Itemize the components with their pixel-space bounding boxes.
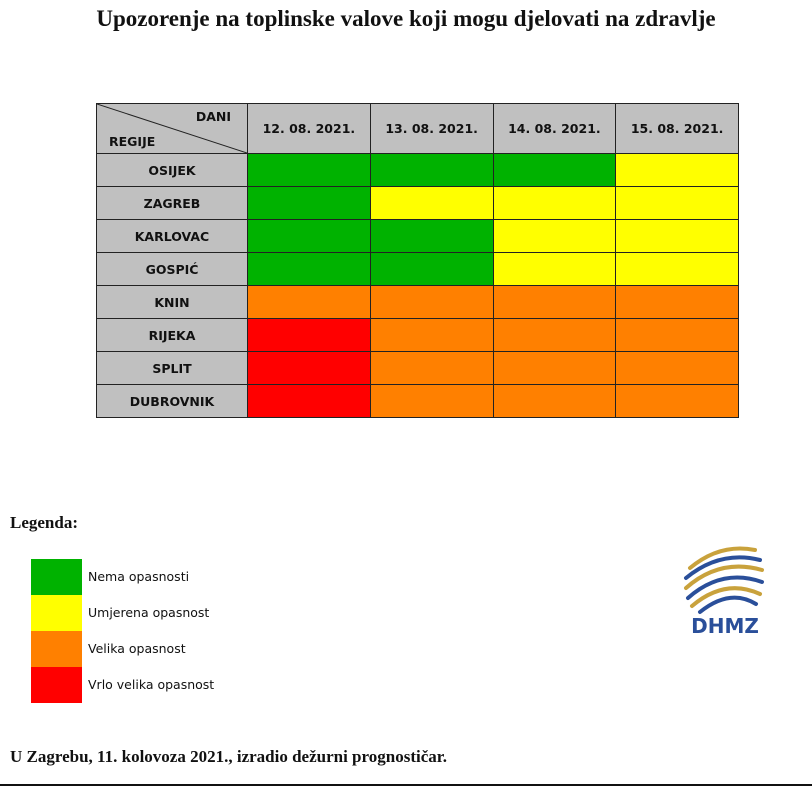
legend-label: Vrlo velika opasnost [88,677,215,692]
level-cell [615,318,739,352]
level-cell [247,186,371,220]
legend-swatch [31,631,82,667]
legend-label: Velika opasnost [88,641,186,656]
level-cell [492,186,617,220]
column-header: 13. 08. 2021. [369,103,494,154]
logo-text: DHMZ [691,614,759,638]
legend-title: Legenda: [10,513,78,532]
legend-swatch [31,595,82,631]
level-cell [369,285,494,319]
level-cell [615,219,739,253]
level-cell [615,351,739,385]
level-cell [492,219,617,253]
level-cell [247,285,371,319]
corner-bottom: REGIJE [109,134,156,149]
column-header: 12. 08. 2021. [247,103,371,154]
bottom-rule [0,784,812,786]
level-cell [615,384,739,418]
level-cell [492,351,617,385]
region-label: GOSPIĆ [96,252,248,286]
region-label: ZAGREB [96,186,248,220]
region-label: SPLIT [96,351,248,385]
region-label: KNIN [96,285,248,319]
level-cell [492,384,617,418]
level-cell [492,153,617,187]
level-cell [492,285,617,319]
logo: DHMZ [684,546,764,638]
corner-top: DANI [195,109,231,124]
legend-label: Nema opasnosti [88,569,190,584]
level-cell [369,318,494,352]
level-cell [369,153,494,187]
level-cell [369,351,494,385]
footer: U Zagrebu, 11. kolovoza 2021., izradio d… [10,747,447,766]
region-label: KARLOVAC [96,219,248,253]
corner-cell: DANI REGIJE [96,103,248,154]
level-cell [247,252,371,286]
legend-swatch [31,559,82,595]
level-cell [247,384,371,418]
level-cell [369,219,494,253]
level-cell [247,153,371,187]
level-cell [247,219,371,253]
region-label: RIJEKA [96,318,248,352]
level-cell [369,186,494,220]
title: Upozorenje na toplinske valove koji mogu… [96,6,716,31]
region-label: DUBROVNIK [96,384,248,418]
column-header: 15. 08. 2021. [615,103,739,154]
level-cell [492,252,617,286]
level-cell [369,384,494,418]
level-cell [615,252,739,286]
level-cell [247,318,371,352]
level-cell [615,153,739,187]
column-header: 14. 08. 2021. [492,103,617,154]
level-cell [492,318,617,352]
corner-diagonal [97,104,247,153]
legend-label: Umjerena opasnost [88,605,210,620]
region-label: OSIJEK [96,153,248,187]
warning-table: DANI REGIJE 12. 08. 2021. 13. 08. 2021. 14… [96,103,739,418]
level-cell [615,285,739,319]
level-cell [369,252,494,286]
legend-swatch [31,667,82,703]
level-cell [615,186,739,220]
level-cell [247,351,371,385]
